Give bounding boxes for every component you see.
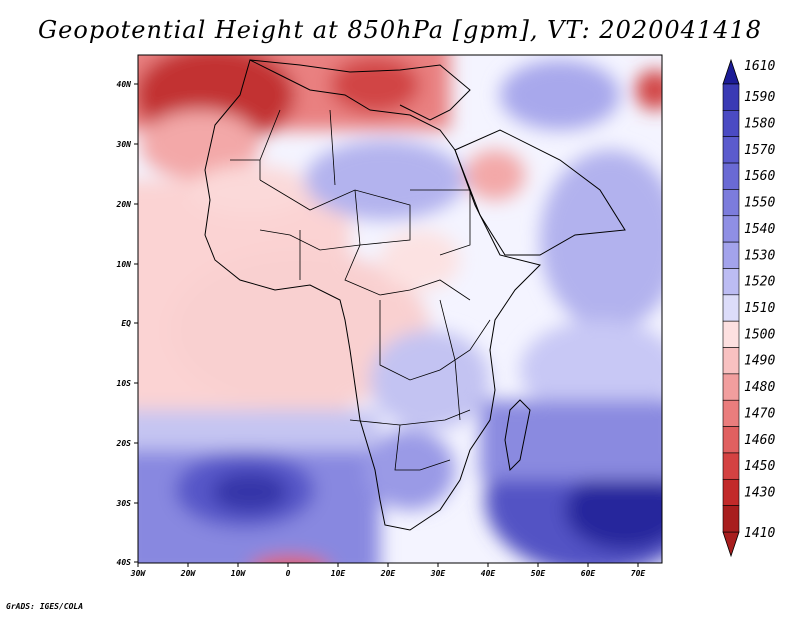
- lon-label: 0: [286, 569, 291, 578]
- colorbar-label: 1430: [744, 485, 775, 500]
- axis-ticks: [134, 83, 639, 567]
- colorbar-label: 1580: [744, 117, 775, 132]
- colorbar-label: 1490: [744, 354, 775, 369]
- lon-label: 10W: [231, 569, 247, 578]
- colorbar-cell: [722, 426, 740, 454]
- colorbar-cell: [722, 136, 740, 164]
- colorbar-bottom-arrow: [722, 531, 740, 558]
- lon-label: 10E: [331, 569, 346, 578]
- colorbar-cell: [722, 83, 740, 111]
- colorbar-cell: [722, 110, 740, 138]
- colorbar-label: 1550: [744, 196, 775, 211]
- colorbar-cell: [722, 215, 740, 243]
- lat-label: 10N: [117, 260, 132, 269]
- lon-label: 30W: [130, 569, 147, 578]
- colorbar-cell: [722, 189, 740, 217]
- lon-label: 40E: [481, 569, 496, 578]
- colorbar-label: 1540: [744, 222, 775, 237]
- lat-label: 30S: [116, 499, 132, 508]
- colorbar: 1610 1590 1580 1570 1560 1550 1540 1530 1520 1510…: [722, 58, 775, 558]
- lat-label: 20S: [116, 439, 132, 448]
- colorbar-label: 1470: [744, 406, 775, 421]
- colorbar-cell: [722, 347, 740, 375]
- colorbar-label: 1410: [744, 526, 775, 541]
- map-title: Geopotential Height at 850hPa [gpm], VT:…: [38, 16, 762, 44]
- lon-label: 60E: [581, 569, 596, 578]
- lon-label: 50E: [531, 569, 546, 578]
- lon-label: 70E: [631, 569, 646, 578]
- colorbar-cell: [722, 399, 740, 427]
- colorbar-cell: [722, 373, 740, 401]
- colorbar-cell: [722, 320, 740, 348]
- colorbar-cell: [722, 478, 740, 506]
- lat-label: 10S: [117, 379, 132, 388]
- lat-label: 20N: [116, 200, 132, 209]
- height-field: [138, 55, 662, 563]
- colorbar-label: 1500: [744, 327, 775, 342]
- longitude-labels: 30W 20W 10W 0 10E 20E 30E 40E 50E 60E 70…: [130, 569, 646, 578]
- colorbar-label: 1480: [744, 380, 775, 395]
- lon-label: 20E: [380, 569, 396, 578]
- lon-label: 20W: [180, 569, 197, 578]
- colorbar-label: 1590: [744, 90, 775, 105]
- lat-label: 40N: [117, 80, 132, 89]
- colorbar-cell: [722, 452, 740, 480]
- colorbar-label: 1530: [744, 248, 775, 263]
- latitude-labels: 40N 30N 20N 10N EQ 10S 20S 30S 40S: [116, 80, 132, 567]
- colorbar-cell: [722, 268, 740, 296]
- colorbar-label: 1460: [744, 433, 775, 448]
- lat-label: 30N: [116, 140, 132, 149]
- colorbar-label: 1610: [744, 59, 775, 74]
- lat-label: 40S: [117, 558, 132, 567]
- country-borders: [230, 109, 491, 471]
- colorbar-label: 1510: [744, 301, 775, 316]
- colorbar-cell: [722, 294, 740, 322]
- colorbar-top-arrow: [722, 58, 740, 85]
- lat-label: EQ: [121, 319, 131, 328]
- grads-credit: GrADS: IGES/COLA: [6, 602, 84, 611]
- colorbar-label: 1570: [744, 143, 775, 158]
- colorbar-cell: [722, 162, 740, 190]
- plot-frame: [137, 54, 663, 564]
- colorbar-label: 1560: [744, 169, 775, 184]
- colorbar-cell: [722, 241, 740, 269]
- lon-label: 30E: [430, 569, 446, 578]
- coastlines: [204, 59, 626, 531]
- colorbar-label: 1450: [744, 459, 775, 474]
- colorbar-label: 1520: [744, 275, 775, 290]
- colorbar-cell: [722, 505, 740, 533]
